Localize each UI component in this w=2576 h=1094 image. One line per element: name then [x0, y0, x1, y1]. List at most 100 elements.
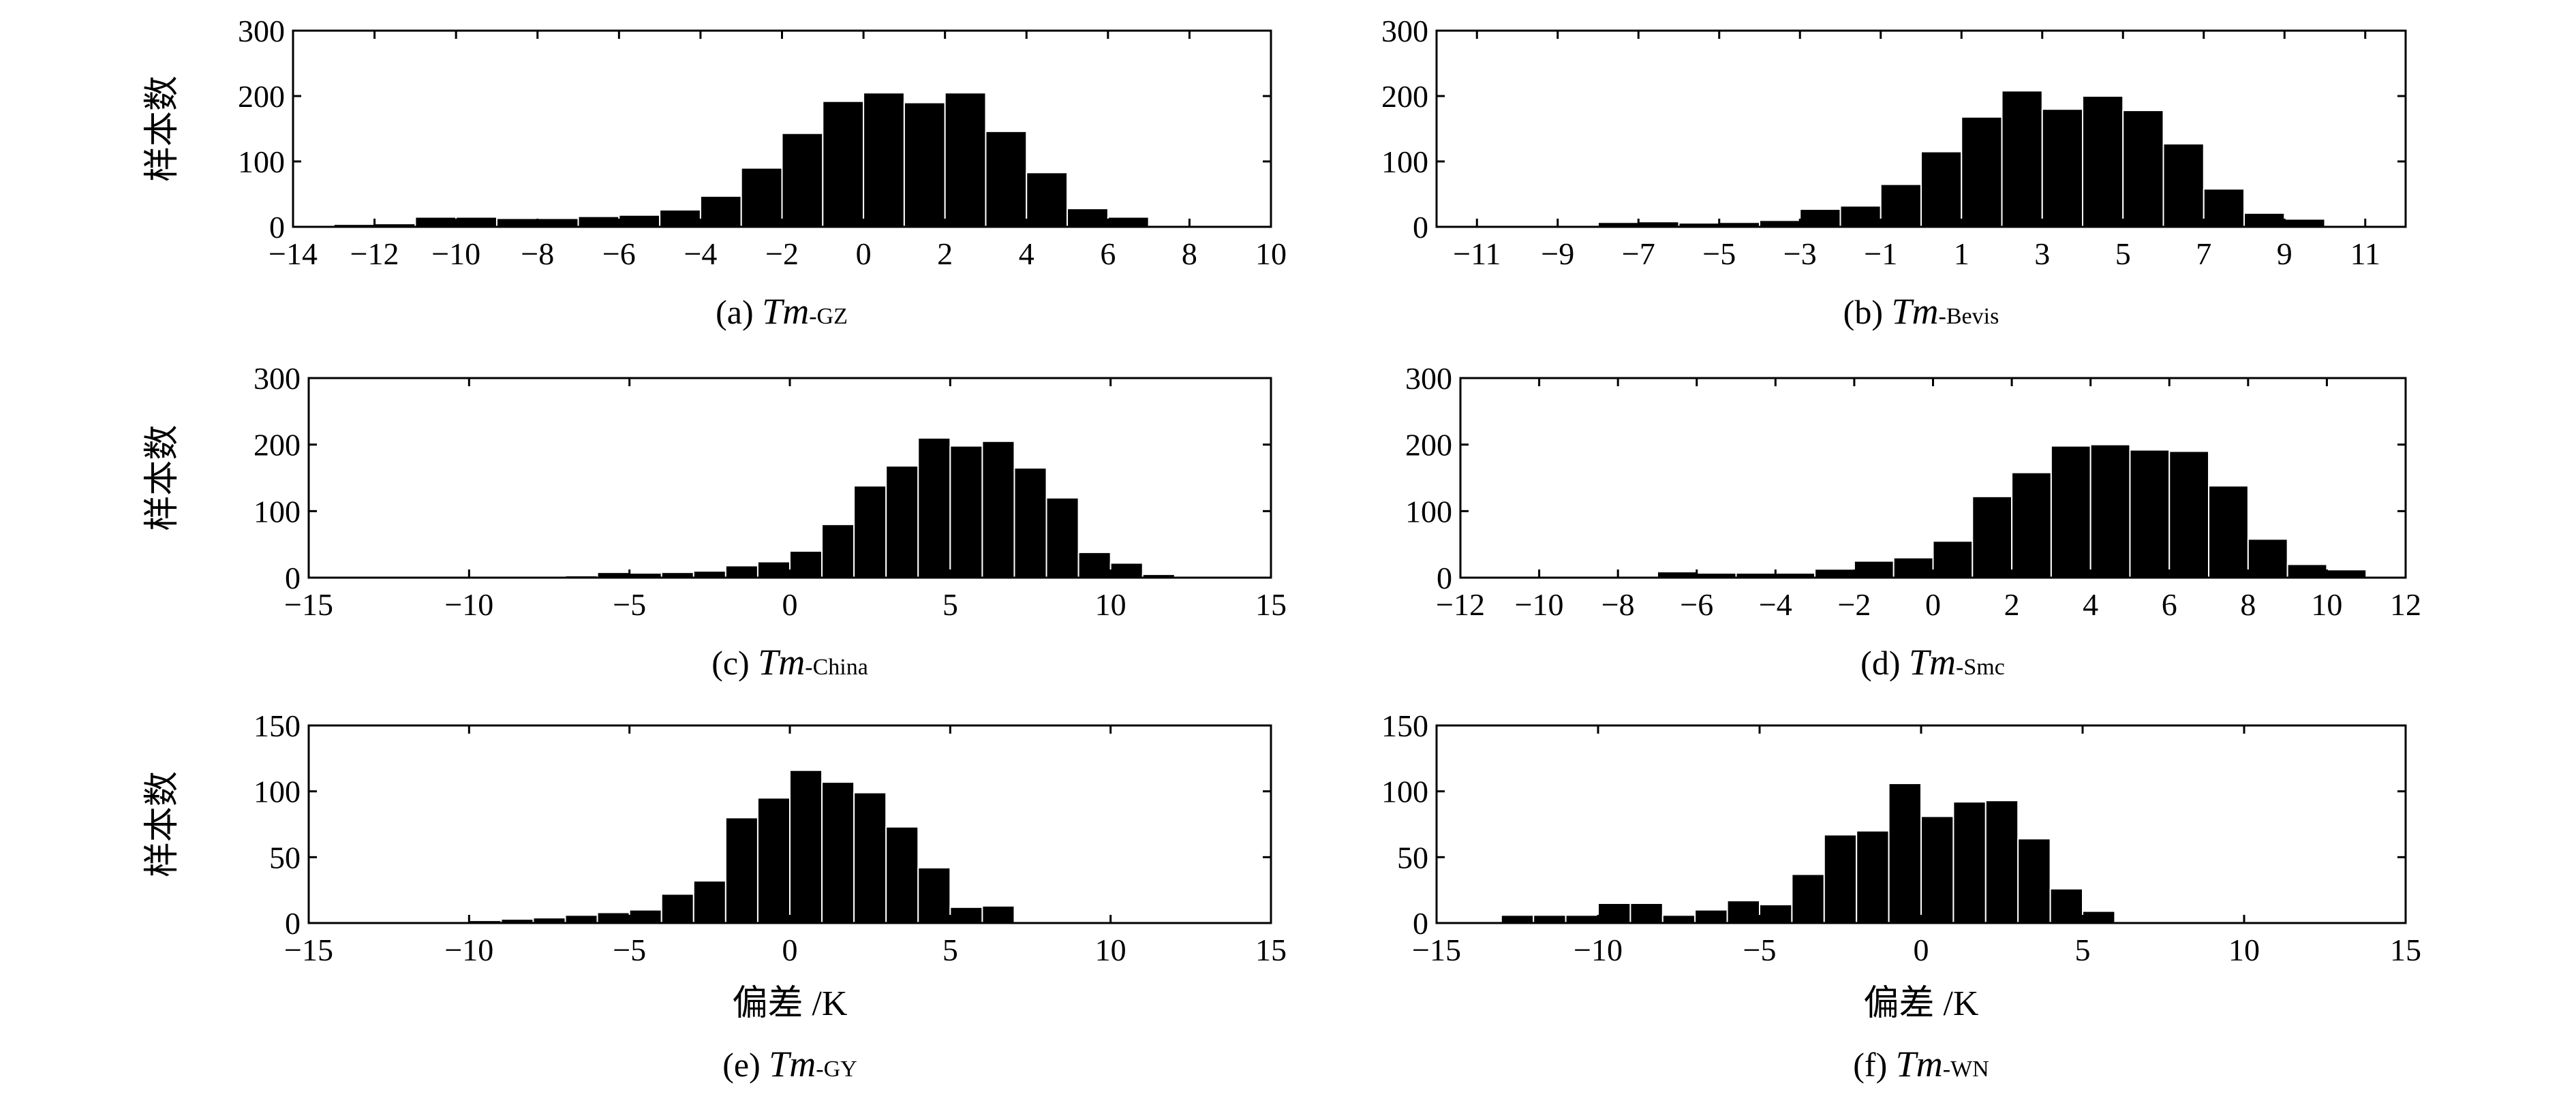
x-tick-label: 15 — [2390, 933, 2421, 967]
bar — [1109, 562, 1144, 578]
y-axis-label: 样本数 — [143, 424, 182, 531]
bar — [2284, 218, 2326, 228]
x-tick-label: −5 — [1743, 933, 1777, 967]
x-tick-label: −2 — [1837, 587, 1871, 622]
bar — [1077, 551, 1111, 578]
bar — [1920, 815, 1954, 924]
bar — [564, 914, 598, 924]
bar — [628, 909, 662, 924]
bar — [1932, 540, 1974, 578]
bar — [756, 561, 791, 578]
bar — [853, 485, 887, 578]
bar — [596, 911, 630, 924]
y-tick-label: 100 — [1381, 775, 1428, 809]
x-tick-label: −8 — [521, 236, 554, 271]
y-tick-label: 0 — [285, 561, 301, 595]
x-tick-label: −5 — [1702, 236, 1736, 271]
bar — [2050, 445, 2091, 578]
bar — [949, 906, 983, 924]
bar — [821, 781, 855, 924]
x-tick-label: 15 — [1255, 933, 1287, 967]
x-tick-label: −15 — [284, 933, 333, 967]
bar — [2243, 212, 2286, 228]
y-tick-label: 0 — [1413, 210, 1428, 245]
bar — [1814, 568, 1855, 579]
x-tick-label: 7 — [2196, 236, 2211, 271]
x-tick-label: 4 — [2083, 587, 2098, 622]
y-tick-label: 0 — [1413, 906, 1428, 941]
x-tick-label: −9 — [1541, 236, 1574, 271]
y-tick-label: 100 — [1405, 494, 1452, 529]
bar — [2203, 188, 2245, 228]
bar — [455, 216, 497, 228]
x-tick-label: −12 — [350, 236, 399, 271]
bar — [577, 215, 620, 228]
bar — [1045, 497, 1079, 578]
y-tick-label: 200 — [254, 428, 301, 463]
y-tick-label: 300 — [254, 361, 301, 396]
x-tick-label: 11 — [2350, 236, 2380, 271]
x-tick-label: 10 — [1095, 587, 1126, 622]
bar — [1067, 208, 1109, 228]
panel-caption: (f) Tm-WN — [1853, 1044, 1989, 1084]
x-tick-label: 10 — [1255, 236, 1287, 271]
bar — [1856, 830, 1890, 924]
x-tick-label: 9 — [2277, 236, 2293, 271]
x-tick-label: −15 — [1412, 933, 1461, 967]
bar — [2122, 110, 2164, 228]
bar — [2041, 108, 2083, 228]
panel-caption: (a) Tm-GZ — [716, 291, 848, 332]
x-tick-label: −14 — [269, 236, 318, 271]
x-tick-label: 10 — [2311, 587, 2342, 622]
y-tick-label: 100 — [254, 775, 301, 809]
bar — [2001, 90, 2043, 228]
bar — [1013, 467, 1047, 578]
bar — [1661, 914, 1696, 924]
bar — [2286, 563, 2328, 579]
bar — [2326, 569, 2367, 579]
bar — [2247, 538, 2288, 578]
y-tick-label: 0 — [1437, 561, 1452, 595]
bar — [1972, 495, 2013, 579]
x-tick-label: 5 — [2075, 933, 2091, 967]
panel-caption: (c) Tm-China — [711, 642, 868, 683]
bar — [1952, 801, 1987, 924]
bar — [1500, 914, 1535, 924]
y-tick-label: 100 — [238, 144, 285, 179]
bar — [917, 437, 951, 579]
bar — [853, 792, 887, 924]
panel-caption: (d) Tm-Smc — [1860, 642, 2005, 683]
x-tick-label: −10 — [1515, 587, 1564, 622]
x-tick-label: −4 — [1759, 587, 1792, 622]
x-tick-label: 10 — [1095, 933, 1126, 967]
y-tick-label: 150 — [254, 708, 301, 743]
bar — [1823, 834, 1858, 924]
bar — [1880, 183, 1922, 228]
bar — [659, 209, 701, 228]
panel-caption: (b) Tm-Bevis — [1843, 291, 1999, 332]
x-tick-label: 0 — [1925, 587, 1941, 622]
x-tick-label: 2 — [937, 236, 953, 271]
bar — [1026, 172, 1069, 228]
bar — [2049, 888, 2084, 924]
x-tick-label: −6 — [602, 236, 636, 271]
y-tick-label: 300 — [1381, 14, 1428, 48]
bar — [2168, 450, 2210, 579]
x-tick-label: −10 — [444, 933, 493, 967]
bar — [1984, 800, 2019, 924]
x-axis-label: 偏差 /K — [732, 984, 847, 1023]
bar — [2129, 449, 2171, 578]
bar — [1694, 909, 1728, 924]
x-tick-label: −10 — [444, 587, 493, 622]
bar — [1839, 205, 1882, 228]
x-tick-label: 5 — [2115, 236, 2131, 271]
bar — [781, 132, 824, 228]
bar — [949, 445, 983, 578]
x-tick-label: −12 — [1436, 587, 1485, 622]
bar — [660, 893, 694, 924]
bar — [1853, 560, 1895, 578]
